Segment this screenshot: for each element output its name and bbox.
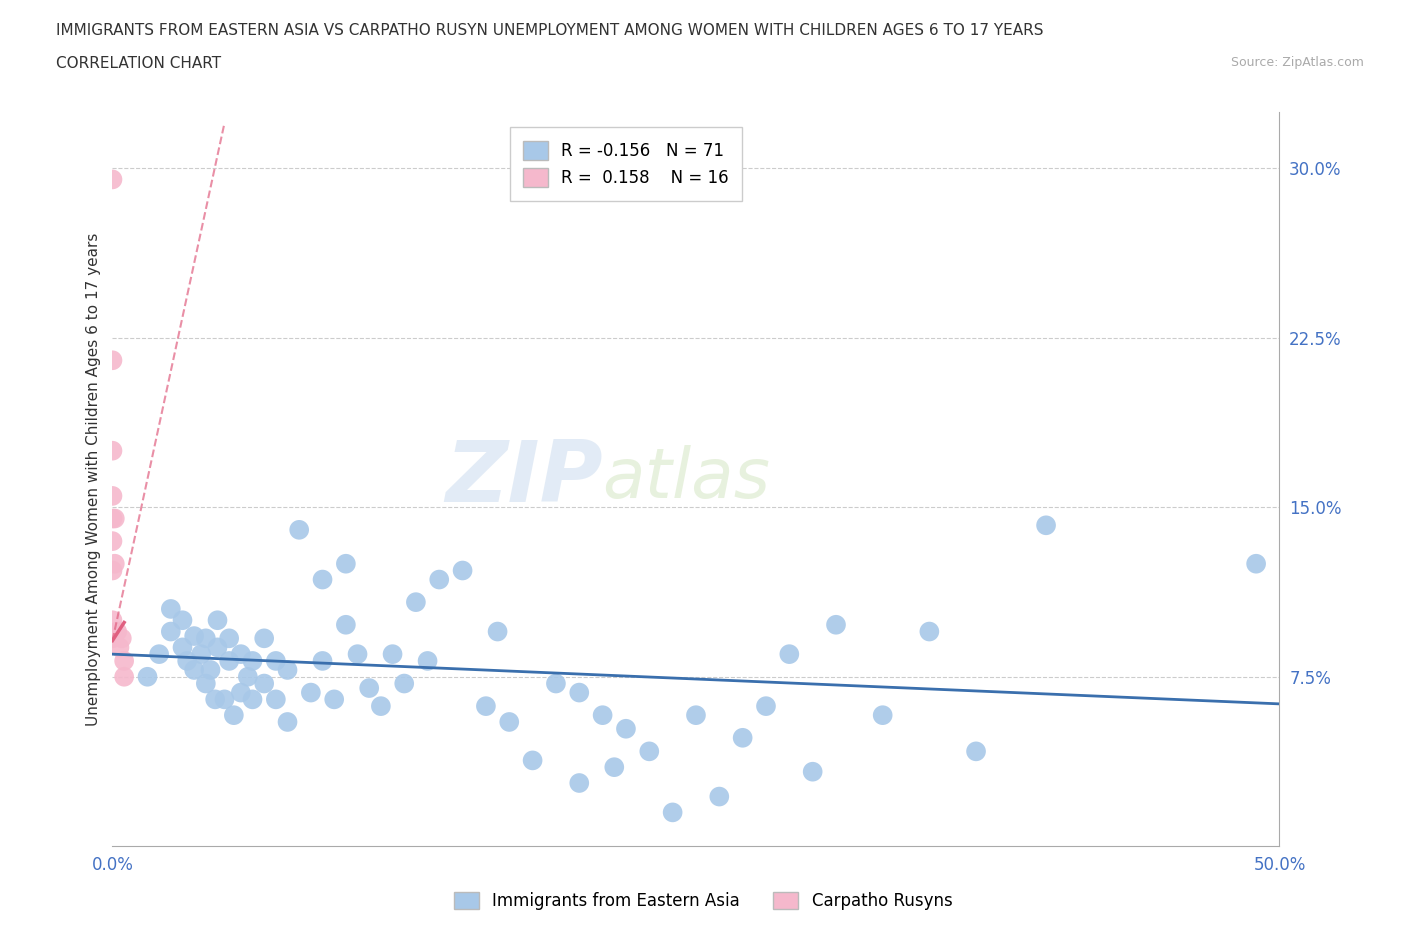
Point	[101, 172, 124, 187]
Text: ZIP: ZIP	[444, 437, 603, 521]
Point	[264, 654, 287, 669]
Point	[111, 631, 134, 645]
Point	[101, 631, 124, 645]
Point	[200, 662, 222, 677]
Point	[253, 631, 276, 645]
Point	[370, 698, 392, 713]
Point	[183, 662, 205, 677]
Point	[311, 572, 333, 587]
Point	[638, 744, 661, 759]
Legend: R = -0.156   N = 71, R =  0.158    N = 16: R = -0.156 N = 71, R = 0.158 N = 16	[509, 127, 742, 201]
Text: Source: ZipAtlas.com: Source: ZipAtlas.com	[1230, 56, 1364, 69]
Point	[207, 640, 229, 655]
Point	[299, 685, 322, 700]
Point	[183, 629, 205, 644]
Text: IMMIGRANTS FROM EASTERN ASIA VS CARPATHO RUSYN UNEMPLOYMENT AMONG WOMEN WITH CHI: IMMIGRANTS FROM EASTERN ASIA VS CARPATHO…	[56, 23, 1043, 38]
Point	[709, 790, 731, 804]
Point	[104, 512, 127, 526]
Point	[965, 744, 987, 759]
Point	[335, 556, 357, 571]
Point	[101, 488, 124, 503]
Point	[778, 646, 800, 661]
Text: CORRELATION CHART: CORRELATION CHART	[56, 56, 221, 71]
Point	[172, 640, 194, 655]
Point	[214, 692, 236, 707]
Point	[498, 714, 520, 729]
Point	[207, 613, 229, 628]
Point	[229, 685, 252, 700]
Point	[592, 708, 614, 723]
Point	[104, 556, 127, 571]
Point	[242, 654, 264, 669]
Point	[416, 654, 439, 669]
Point	[451, 563, 474, 578]
Point	[661, 805, 683, 820]
Point	[276, 662, 298, 677]
Point	[335, 618, 357, 632]
Point	[101, 534, 124, 549]
Point	[311, 654, 333, 669]
Point	[160, 624, 183, 639]
Point	[229, 646, 252, 661]
Point	[568, 685, 591, 700]
Point	[101, 444, 124, 458]
Point	[172, 613, 194, 628]
Point	[755, 698, 778, 713]
Point	[176, 654, 198, 669]
Legend: Immigrants from Eastern Asia, Carpatho Rusyns: Immigrants from Eastern Asia, Carpatho R…	[447, 885, 959, 917]
Point	[359, 681, 381, 696]
Point	[544, 676, 567, 691]
Point	[486, 624, 509, 639]
Point	[1035, 518, 1057, 533]
Point	[218, 654, 240, 669]
Point	[276, 714, 298, 729]
Point	[236, 670, 259, 684]
Point	[427, 572, 450, 587]
Point	[204, 692, 226, 707]
Point	[685, 708, 707, 723]
Point	[394, 676, 416, 691]
Point	[872, 708, 894, 723]
Point	[603, 760, 626, 775]
Point	[1244, 556, 1267, 571]
Point	[108, 640, 131, 655]
Point	[242, 692, 264, 707]
Point	[918, 624, 941, 639]
Point	[346, 646, 368, 661]
Point	[614, 722, 637, 737]
Point	[222, 708, 245, 723]
Point	[475, 698, 498, 713]
Point	[101, 512, 124, 526]
Point	[101, 352, 124, 367]
Point	[160, 602, 183, 617]
Text: atlas: atlas	[603, 445, 770, 512]
Point	[112, 654, 135, 669]
Point	[323, 692, 346, 707]
Point	[405, 594, 427, 609]
Point	[101, 613, 124, 628]
Point	[522, 753, 544, 768]
Point	[112, 670, 135, 684]
Point	[801, 764, 824, 779]
Point	[218, 631, 240, 645]
Point	[148, 646, 170, 661]
Y-axis label: Unemployment Among Women with Children Ages 6 to 17 years: Unemployment Among Women with Children A…	[86, 232, 101, 725]
Point	[194, 631, 217, 645]
Point	[288, 523, 311, 538]
Point	[825, 618, 848, 632]
Point	[264, 692, 287, 707]
Point	[194, 676, 217, 691]
Point	[253, 676, 276, 691]
Point	[105, 624, 128, 639]
Point	[190, 646, 212, 661]
Point	[568, 776, 591, 790]
Point	[731, 730, 754, 745]
Point	[381, 646, 404, 661]
Point	[101, 563, 124, 578]
Point	[136, 670, 159, 684]
